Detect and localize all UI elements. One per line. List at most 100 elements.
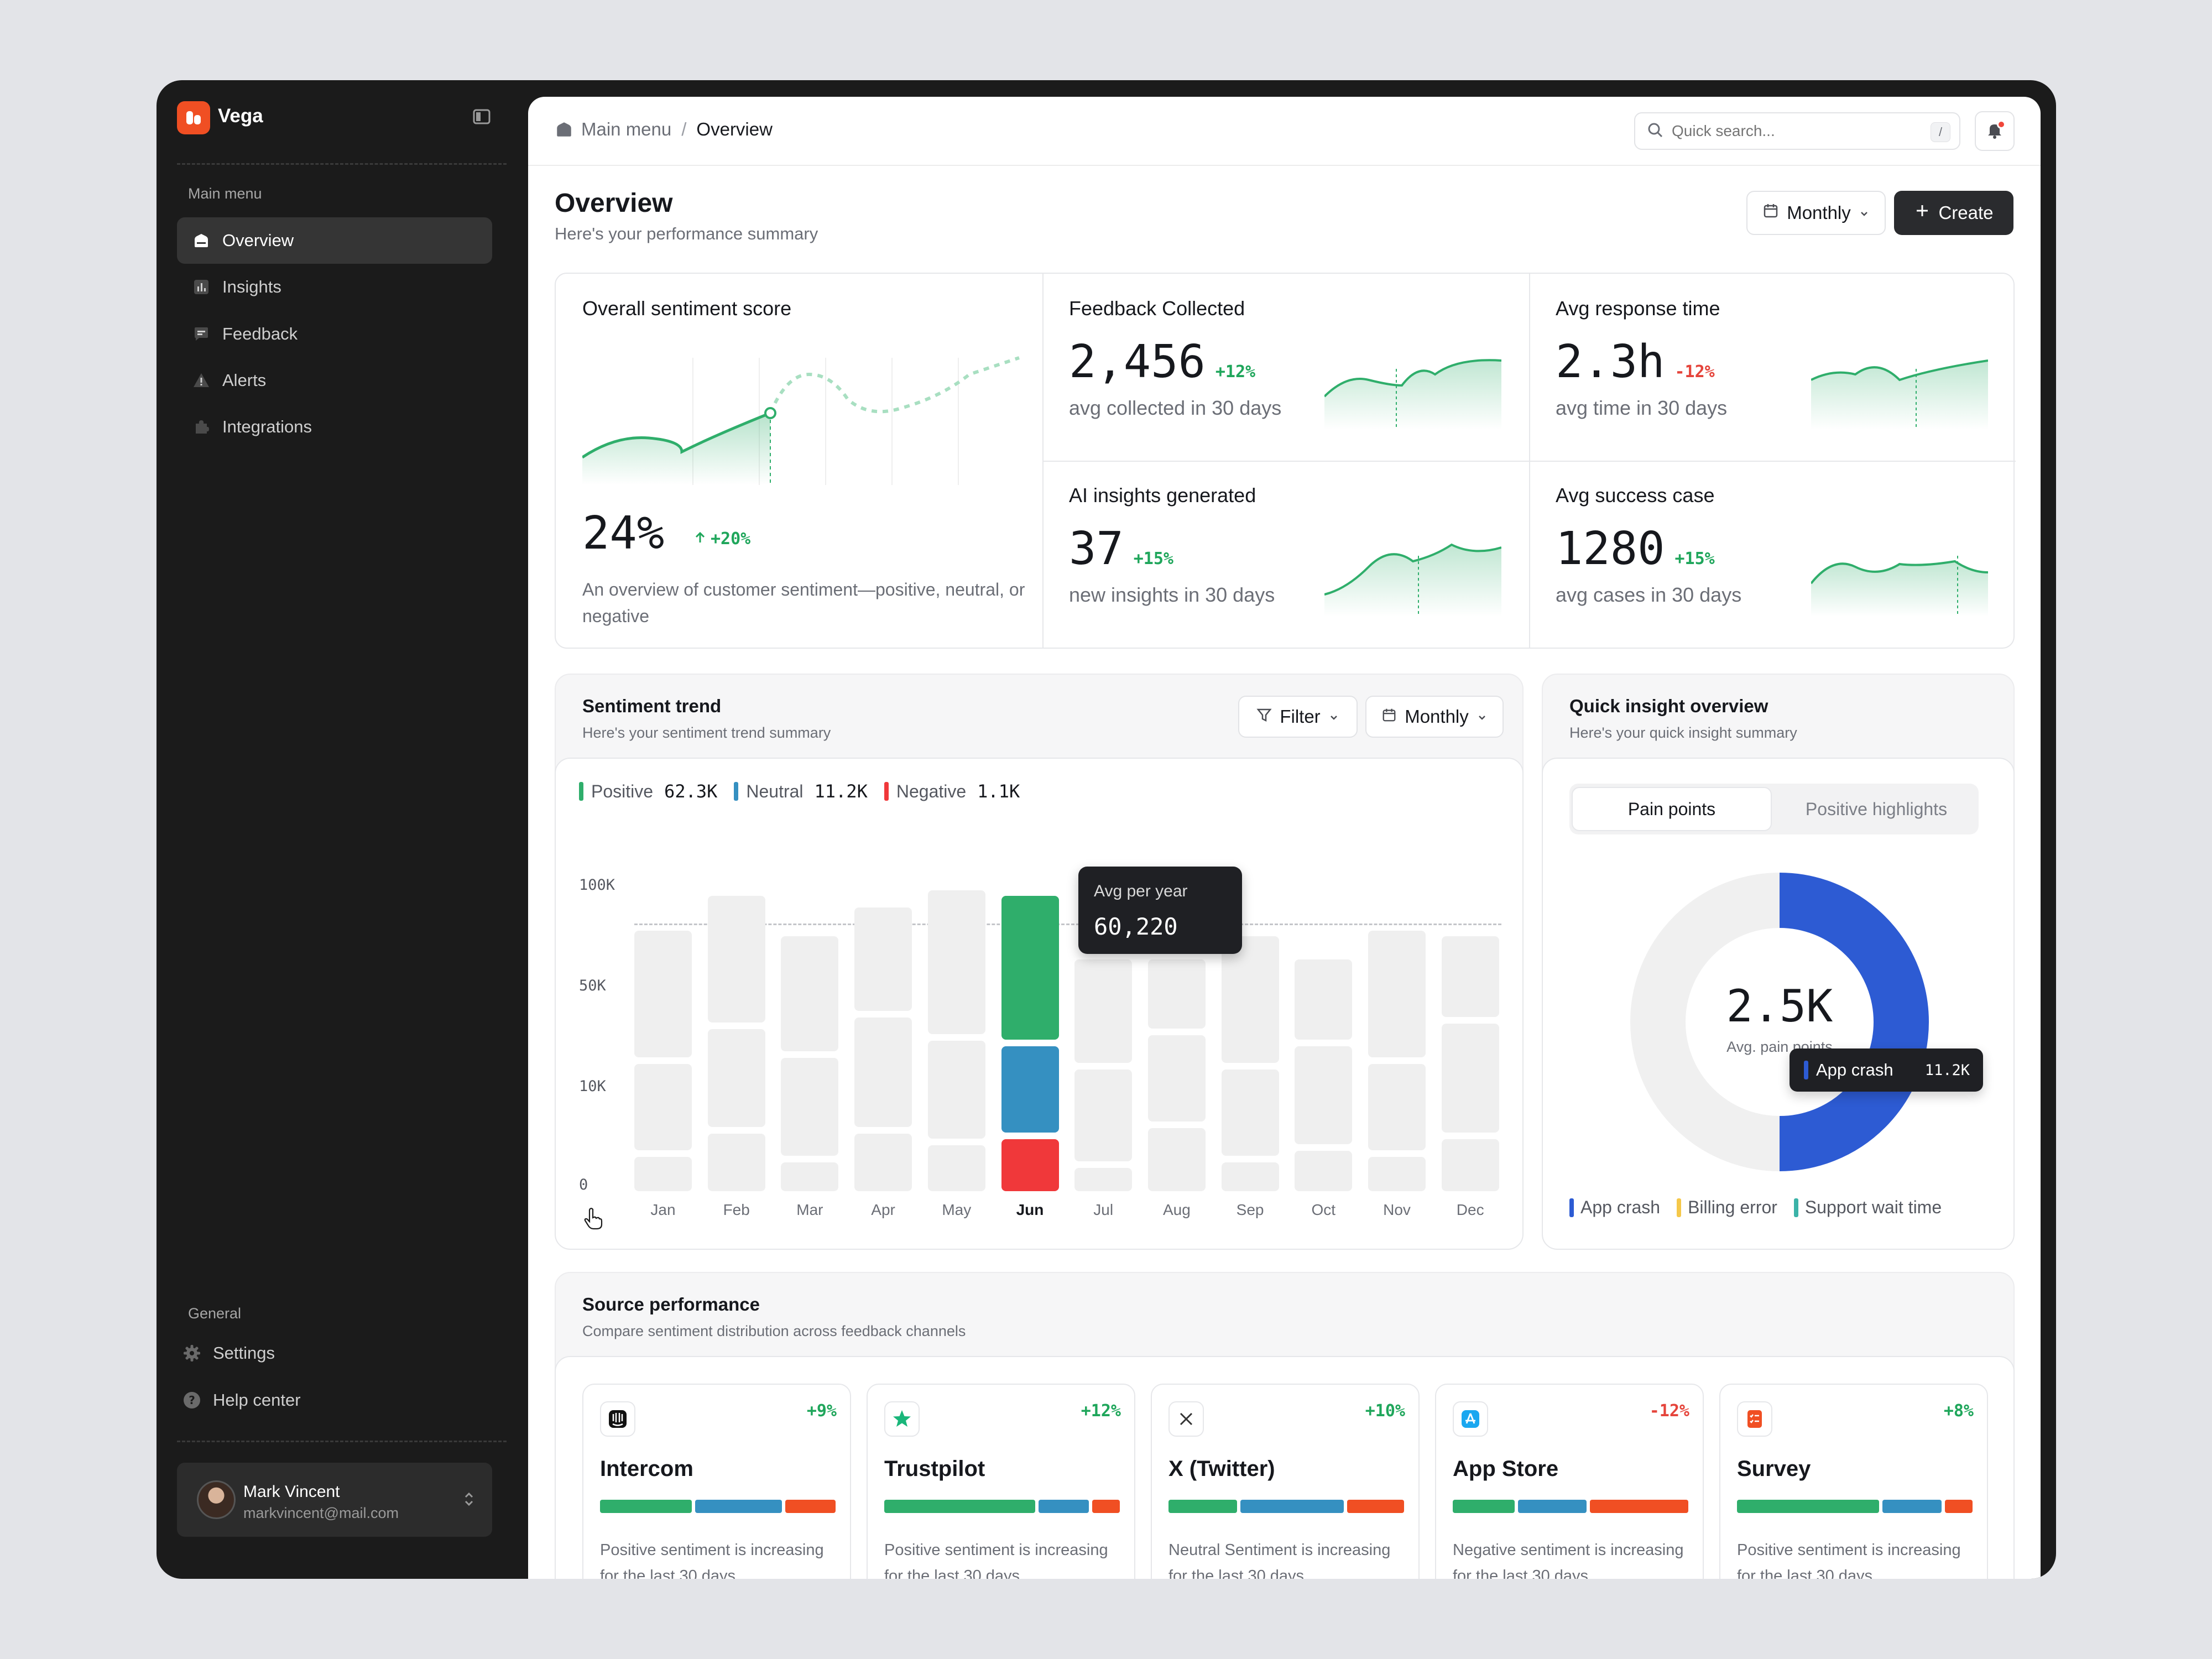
bar-negative-oct[interactable]	[1295, 1151, 1353, 1191]
bar-positive-jul[interactable]	[1074, 959, 1133, 1063]
card-title: Overall sentiment score	[582, 297, 792, 320]
bar-neutral-nov[interactable]	[1368, 1063, 1426, 1150]
bar-positive-apr[interactable]	[854, 907, 912, 1011]
bar-positive-dec[interactable]	[1441, 936, 1499, 1017]
source-card-trustpilot[interactable]: +12% Trustpilot Positive sentiment is incr…	[867, 1384, 1135, 1579]
bar-negative-sep[interactable]	[1221, 1162, 1279, 1191]
trend-period-select[interactable]: Monthly	[1365, 696, 1504, 738]
sentiment-mix-bar	[1168, 1500, 1404, 1513]
legend-swatch	[1677, 1198, 1682, 1217]
donut-tooltip: App crash 11.2K	[1790, 1048, 1983, 1092]
bar-neutral-feb[interactable]	[707, 1029, 765, 1127]
bar-negative-jan[interactable]	[634, 1156, 692, 1191]
insight-tabs: Pain points Positive highlights	[1569, 784, 1979, 834]
notifications-button[interactable]	[1975, 111, 2015, 151]
sidebar-item-feedback[interactable]: Feedback	[177, 311, 492, 357]
tooltip-value: 11.2K	[1924, 1061, 1970, 1079]
legend-value: 1.1K	[977, 781, 1020, 802]
bar-positive-aug[interactable]	[1147, 959, 1206, 1029]
panel-title: Source performance	[582, 1294, 760, 1314]
app-window: Vega Main menu Overview Insights Feedbac…	[156, 80, 2056, 1579]
tab-pain-points[interactable]: Pain points	[1572, 787, 1772, 831]
sidebar-item-alerts[interactable]: Alerts	[177, 357, 492, 404]
chevron-up-down-icon[interactable]	[459, 1489, 479, 1509]
breadcrumb-main-menu[interactable]: Main menu	[581, 119, 672, 139]
bar-neutral-mar[interactable]	[781, 1058, 839, 1156]
plus-icon	[1914, 202, 1931, 223]
bar-negative-mar[interactable]	[781, 1162, 839, 1191]
bar-negative-may[interactable]	[927, 1145, 985, 1191]
sidebar-item-help-center[interactable]: ? Help center	[168, 1377, 483, 1423]
source-card-x-twitter[interactable]: +10% X (Twitter) Neutral Sentiment is incr…	[1151, 1384, 1420, 1579]
bar-negative-dec[interactable]	[1441, 1139, 1499, 1191]
bar-neutral-jul[interactable]	[1074, 1070, 1133, 1162]
bar-negative-jul[interactable]	[1074, 1168, 1133, 1191]
y-tick-label: 50K	[579, 977, 606, 994]
bar-negative-aug[interactable]	[1147, 1128, 1206, 1191]
create-button[interactable]: Create	[1894, 191, 2013, 235]
mix-segment	[600, 1500, 692, 1513]
bar-positive-nov[interactable]	[1368, 930, 1426, 1057]
filter-label: Filter	[1280, 706, 1321, 727]
sidebar-item-settings[interactable]: Settings	[168, 1330, 483, 1376]
period-label: Monthly	[1787, 202, 1851, 223]
bar-positive-sep[interactable]	[1221, 936, 1279, 1063]
bar-negative-apr[interactable]	[854, 1134, 912, 1191]
source-card-app-store[interactable]: -12% App Store Negative sentiment is incre…	[1435, 1384, 1704, 1579]
bar-positive-jan[interactable]	[634, 930, 692, 1057]
legend-value: 62.3K	[664, 781, 718, 802]
source-card-intercom[interactable]: +9% Intercom Positive sentiment is increas…	[582, 1384, 851, 1579]
search-input[interactable]	[1672, 122, 1915, 140]
topbar: Main menu / Overview /	[528, 97, 2041, 166]
legend-label: Neutral	[746, 781, 804, 801]
bar-positive-feb[interactable]	[707, 896, 765, 1023]
x-tick-label: Sep	[1236, 1201, 1264, 1218]
donut-center: 2.5K Avg. pain points	[1625, 867, 1934, 1177]
main-content: Main menu / Overview / Overview Here's y…	[528, 97, 2041, 1579]
sidebar-item-overview[interactable]: Overview	[177, 217, 492, 264]
y-tick-label: 100K	[579, 877, 615, 894]
bar-neutral-apr[interactable]	[854, 1018, 912, 1127]
bar-neutral-aug[interactable]	[1147, 1035, 1206, 1121]
card-delta: +15%	[1133, 549, 1173, 568]
average-line	[634, 924, 1501, 925]
sidebar-item-insights[interactable]: Insights	[177, 264, 492, 310]
card-sparkline	[1811, 359, 1988, 430]
bar-negative-feb[interactable]	[707, 1134, 765, 1191]
pain-points-donut	[1630, 873, 1929, 1171]
bar-neutral-dec[interactable]	[1441, 1023, 1499, 1133]
sidebar-item-label: Insights	[222, 277, 281, 296]
legend-swatch	[1804, 1061, 1808, 1079]
mix-segment	[1737, 1500, 1879, 1513]
sidebar-item-label: Settings	[213, 1343, 275, 1363]
mix-segment	[1882, 1500, 1942, 1513]
source-name: Trustpilot	[884, 1457, 985, 1481]
vega-logo-icon	[177, 101, 210, 134]
bar-neutral-sep[interactable]	[1221, 1070, 1279, 1156]
sidebar-toggle-icon[interactable]	[472, 107, 492, 127]
bar-positive-mar[interactable]	[781, 936, 839, 1052]
search-box[interactable]: /	[1634, 112, 1960, 150]
sidebar-item-integrations[interactable]: Integrations	[177, 404, 492, 450]
legend-item: App crash	[1569, 1197, 1660, 1218]
x-tick-label: May	[942, 1201, 972, 1218]
user-menu[interactable]: Mark Vincent markvincent@mail.com	[177, 1463, 492, 1537]
puzzle-icon	[191, 417, 211, 437]
bar-negative-nov[interactable]	[1368, 1156, 1426, 1191]
bar-negative-jun[interactable]	[1001, 1139, 1059, 1191]
bar-positive-may[interactable]	[927, 890, 985, 1034]
sentiment-value: 24%	[582, 507, 665, 560]
tab-positive-highlights[interactable]: Positive highlights	[1805, 799, 1948, 819]
filter-button[interactable]: Filter	[1238, 696, 1358, 738]
bar-positive-oct[interactable]	[1295, 959, 1353, 1040]
bar-neutral-jan[interactable]	[634, 1063, 692, 1150]
bar-neutral-jun[interactable]	[1001, 1046, 1059, 1133]
card-delta: -12%	[1674, 362, 1715, 382]
bar-positive-jun[interactable]	[1001, 896, 1059, 1040]
trend-legend: Positive 62.3K Neutral 11.2K Negative 1.1K	[579, 781, 1036, 802]
panel-subtitle: Here's your sentiment trend summary	[582, 724, 831, 741]
bar-neutral-may[interactable]	[927, 1041, 985, 1139]
bar-neutral-oct[interactable]	[1295, 1046, 1353, 1145]
period-select[interactable]: Monthly	[1746, 191, 1886, 235]
source-card-survey[interactable]: +8% Survey Positive sentiment is increasin…	[1719, 1384, 1988, 1579]
